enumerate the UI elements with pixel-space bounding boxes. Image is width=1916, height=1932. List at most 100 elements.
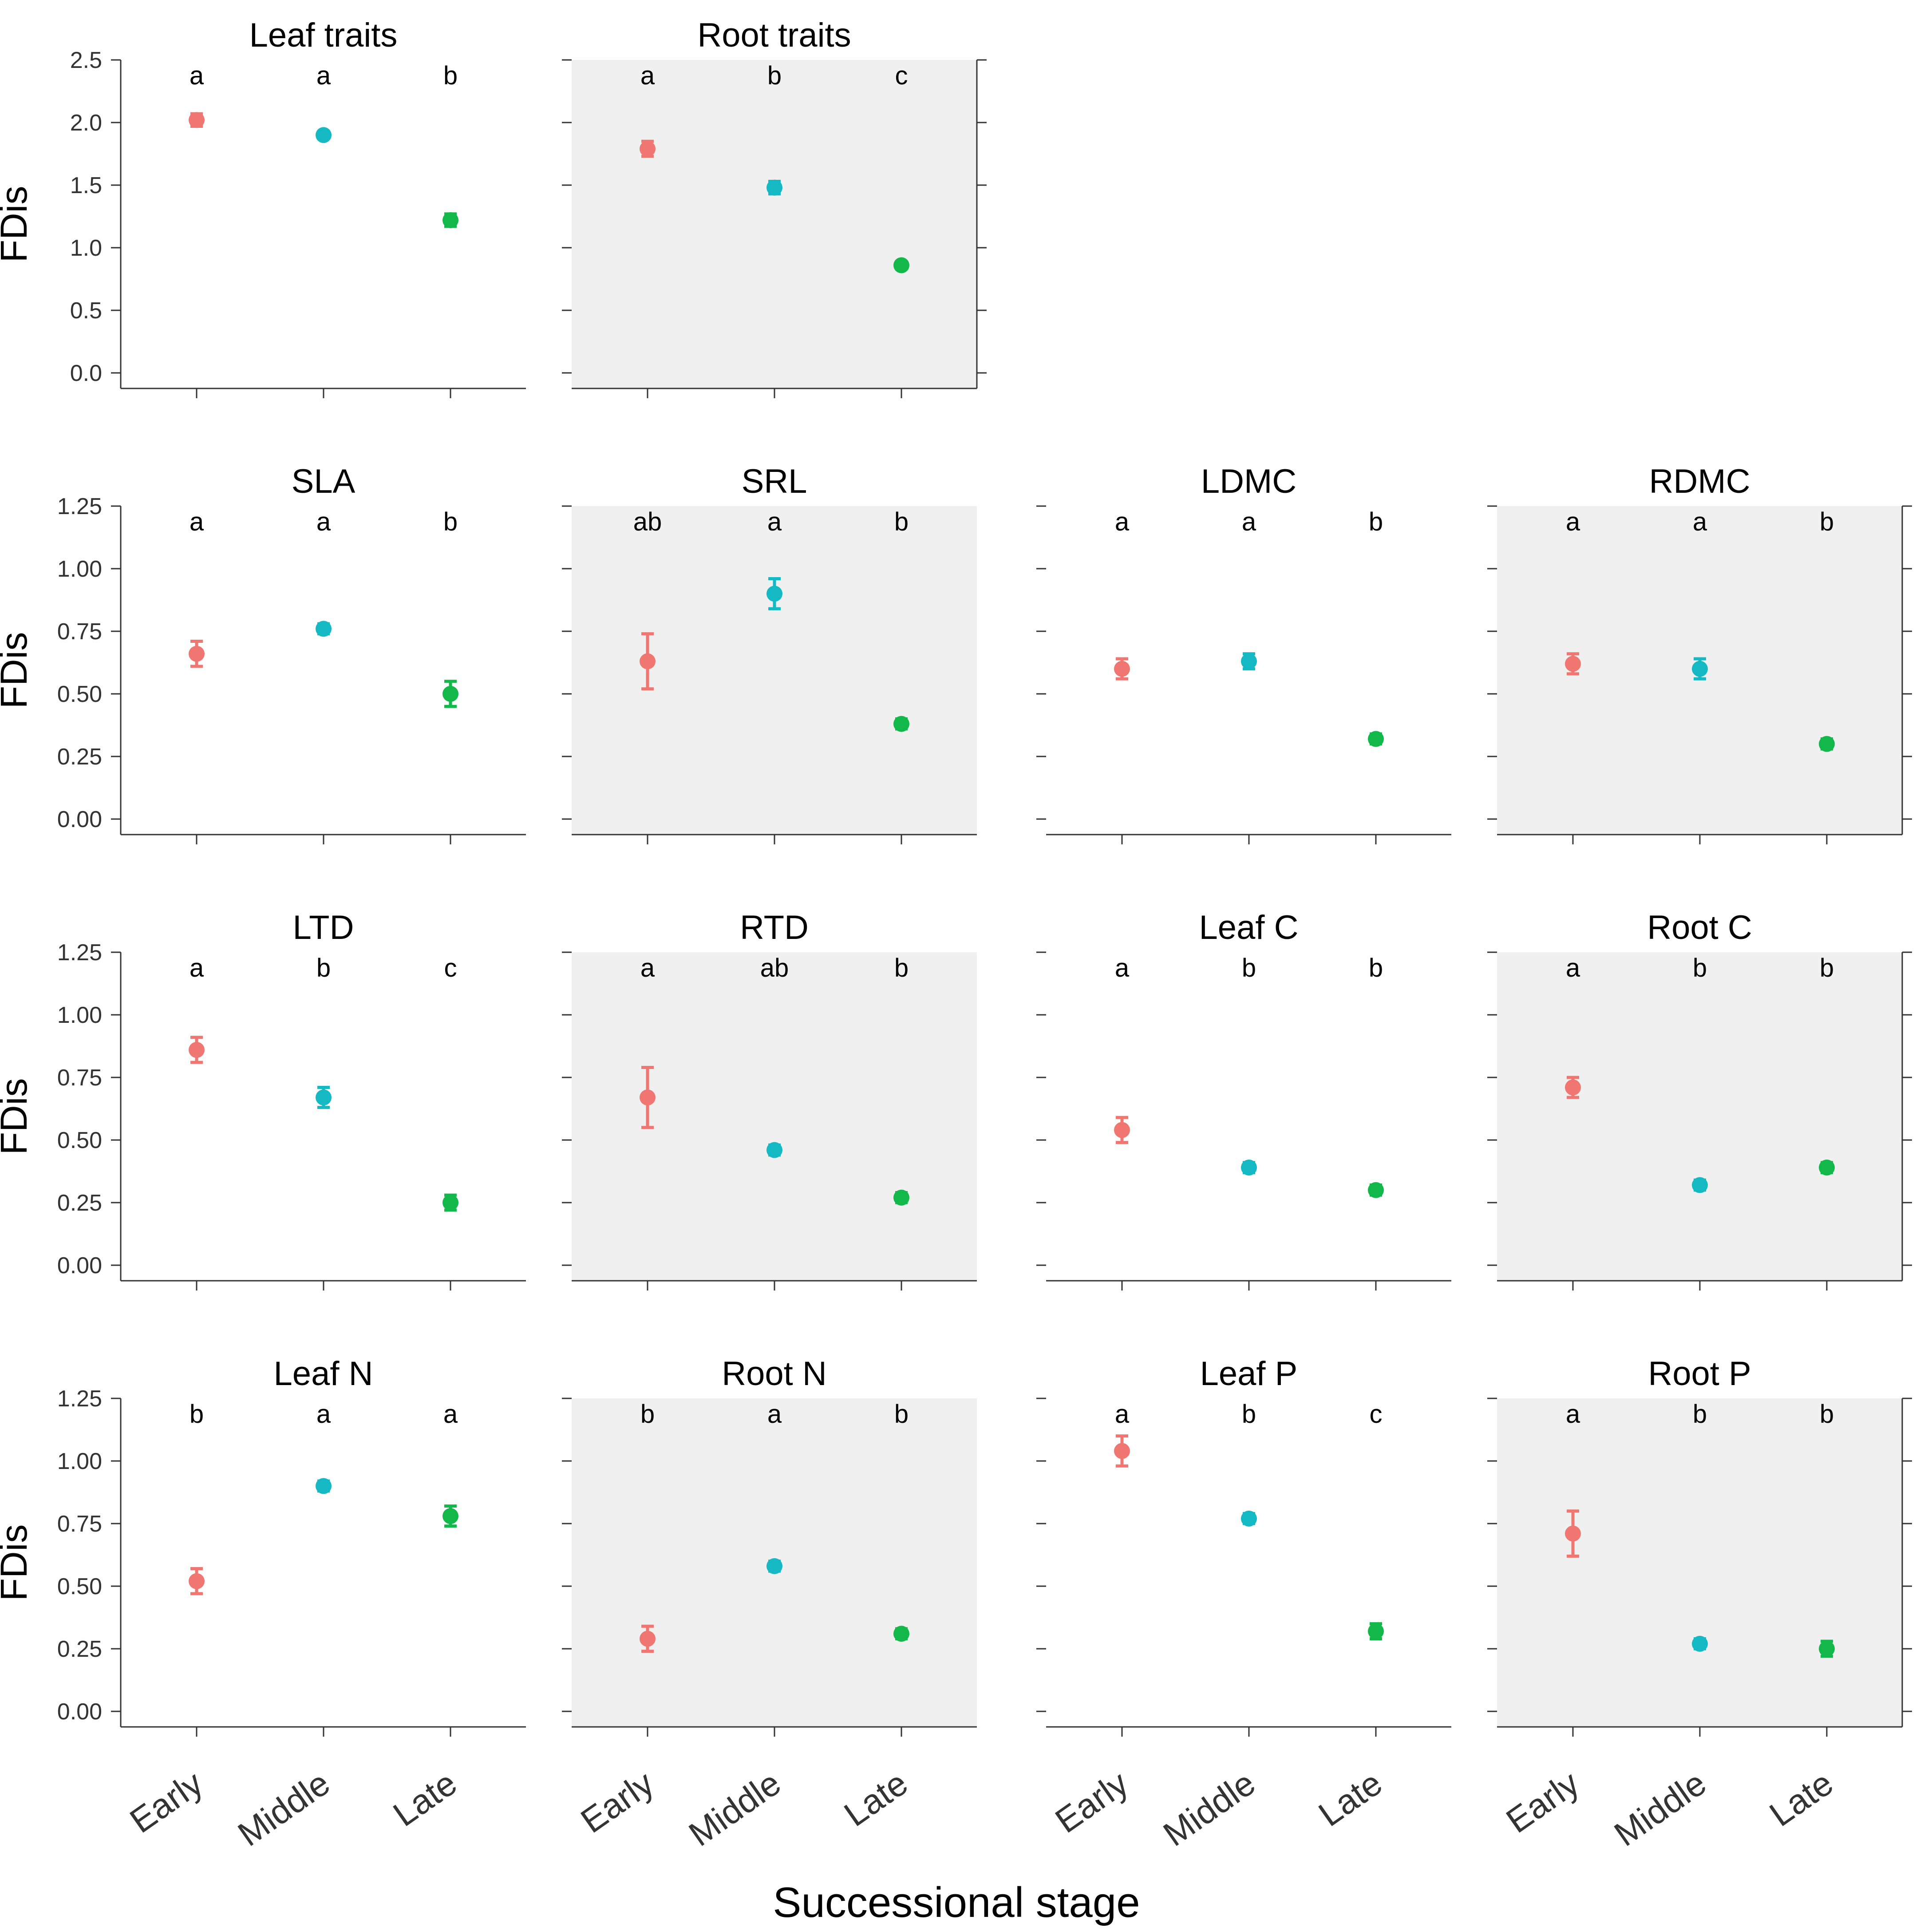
data-point-early [640, 1631, 656, 1647]
y-tick-label: 1.00 [57, 1449, 102, 1474]
y-tick-label: 1.0 [70, 235, 102, 261]
panel-background [572, 952, 977, 1281]
significance-letter: a [316, 1400, 331, 1429]
significance-letter: b [1693, 1400, 1707, 1429]
panel-title: Leaf N [274, 1355, 373, 1393]
data-point-early [640, 141, 656, 157]
data-point-middle [1692, 1177, 1708, 1193]
significance-letter: a [190, 507, 204, 536]
y-tick-label: 0.25 [57, 744, 102, 770]
data-point-middle [766, 1142, 782, 1158]
y-tick-label: 1.25 [57, 494, 102, 519]
significance-letter: a [1566, 1400, 1580, 1429]
significance-letter: b [443, 61, 458, 90]
significance-letter: a [1115, 954, 1130, 982]
significance-letter: b [1820, 954, 1834, 982]
panel-title: SLA [292, 463, 356, 500]
significance-letter: a [767, 1400, 782, 1429]
significance-letter: a [1242, 507, 1256, 536]
significance-letter: b [894, 954, 909, 982]
panel-title: LDMC [1201, 463, 1296, 500]
y-axis-title: FDis [0, 1524, 35, 1601]
panel-title: RDMC [1649, 463, 1750, 500]
significance-letter: a [640, 61, 655, 90]
y-tick-label: 0.75 [57, 1511, 102, 1537]
data-point-late [442, 212, 458, 228]
significance-letter: a [316, 507, 331, 536]
significance-letter: ab [633, 507, 662, 536]
significance-letter: b [1242, 1400, 1256, 1429]
panel-ldmc: LDMC a a b [1036, 463, 1451, 844]
y-tick-label: 0.00 [57, 1699, 102, 1725]
panel-rtd: RTD a ab b [562, 909, 977, 1291]
panel-title: Leaf C [1199, 909, 1299, 946]
data-point-middle [766, 586, 782, 602]
panel-title: Root traits [697, 16, 851, 54]
significance-letter: b [190, 1400, 204, 1429]
data-point-late [893, 257, 909, 273]
panel-sla: 0.00 0.25 0.50 0.75 1.00 1.25 FDis SLA a a b [0, 463, 526, 844]
panel-ltd: 0.00 0.25 0.50 0.75 1.00 1.25 FDis LTD a b c [0, 909, 526, 1291]
significance-letter: c [1370, 1400, 1383, 1429]
data-point-late [1819, 736, 1835, 752]
significance-letter: b [894, 507, 909, 536]
panel-leaf-c: Leaf C a b b [1036, 909, 1451, 1291]
data-point-late [893, 1626, 909, 1642]
significance-letter: a [1693, 507, 1707, 536]
data-point-early [1114, 661, 1130, 677]
data-point-late [1368, 731, 1384, 747]
significance-letter: c [444, 954, 457, 982]
significance-letter: a [443, 1400, 458, 1429]
y-tick-label: 0.50 [57, 681, 102, 707]
panel-background [572, 60, 977, 388]
data-point-early [189, 1573, 205, 1589]
significance-letter: a [190, 61, 204, 90]
y-tick-label: 1.25 [57, 1386, 102, 1412]
data-point-middle [316, 621, 332, 637]
data-point-early [189, 1041, 205, 1058]
significance-letter: b [894, 1400, 909, 1429]
y-tick-label: 0.75 [57, 619, 102, 645]
significance-letter: b [1369, 507, 1383, 536]
panel-title: RTD [740, 909, 809, 946]
data-point-middle [766, 1558, 782, 1574]
y-tick-label: 0.5 [70, 298, 102, 324]
data-point-late [1819, 1641, 1835, 1657]
data-point-early [1565, 656, 1581, 672]
significance-letter: b [1820, 1400, 1834, 1429]
panel-background [1497, 1398, 1902, 1727]
significance-letter: a [1566, 954, 1580, 982]
data-point-middle [766, 179, 782, 196]
panel-root-c: Root C a b b [1487, 909, 1912, 1291]
y-tick-label: 0.00 [57, 1253, 102, 1279]
y-tick-label: 0.75 [57, 1065, 102, 1091]
significance-letter: c [895, 61, 908, 90]
data-point-early [1114, 1122, 1130, 1138]
panel-title: Leaf traits [249, 16, 398, 54]
significance-letter: a [1566, 507, 1580, 536]
data-point-late [893, 716, 909, 732]
panel-title: Root N [722, 1355, 827, 1393]
panel-leaf-traits: 0.0 0.5 1.0 1.5 2.0 2.5 FDis Leaf traits a a b [0, 16, 526, 398]
x-axis-title: Successional stage [773, 1879, 1140, 1926]
significance-letter: b [1693, 954, 1707, 982]
data-point-middle [1241, 653, 1257, 669]
data-point-middle [316, 127, 332, 143]
panel-title: SRL [742, 463, 807, 500]
panel-root-traits: Root traits a b c [562, 16, 987, 398]
y-tick-label: 0.25 [57, 1636, 102, 1662]
significance-letter: a [1115, 1400, 1130, 1429]
data-point-early [1114, 1443, 1130, 1459]
y-tick-label: 0.50 [57, 1574, 102, 1599]
data-point-late [1368, 1623, 1384, 1639]
data-point-early [189, 645, 205, 662]
panel-rdmc: RDMC a a b [1487, 463, 1912, 844]
significance-letter: b [316, 954, 331, 982]
y-axis-title: FDis [0, 186, 35, 263]
y-tick-label: 1.00 [57, 556, 102, 582]
panel-title: Root P [1648, 1355, 1751, 1393]
data-point-middle [1241, 1160, 1257, 1176]
y-tick-label: 1.5 [70, 173, 102, 198]
